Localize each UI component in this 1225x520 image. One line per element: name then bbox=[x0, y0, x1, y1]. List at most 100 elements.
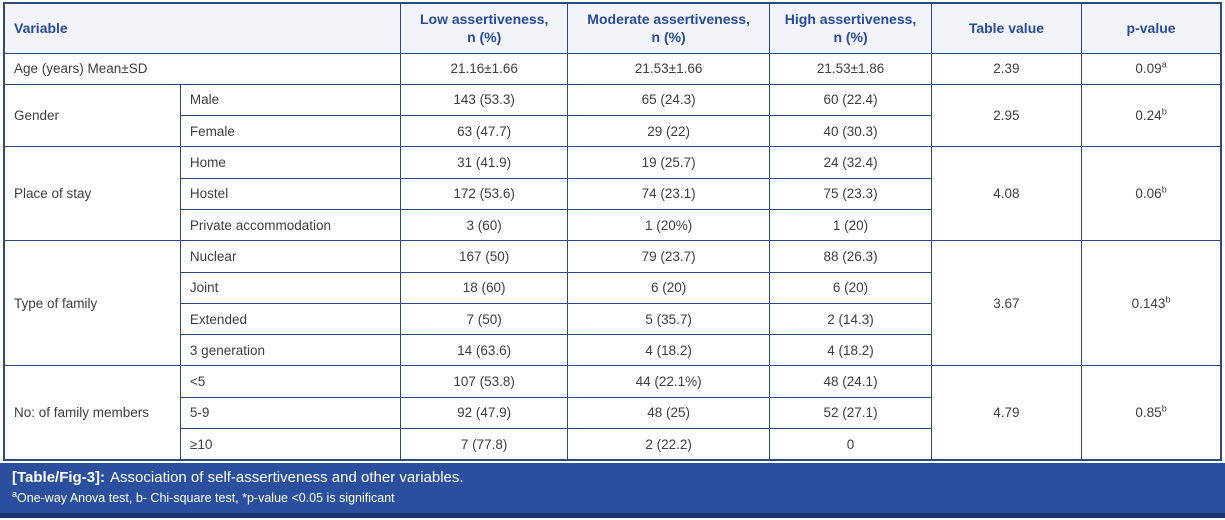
table-value-cell: 3.67 bbox=[930, 240, 1083, 367]
header-cell-moderate-assertiveness: Moderate assertiveness, n (%) bbox=[566, 2, 771, 54]
value-cell: 107 (53.8) bbox=[400, 365, 568, 398]
table-row: Joint 18 (60) 6 (20) 6 (20) bbox=[4, 271, 1221, 304]
value-cell: 7 (77.8) bbox=[400, 428, 568, 461]
value-cell: 18 (60) bbox=[400, 271, 568, 304]
value-cell: 21.53±1.66 bbox=[566, 52, 771, 85]
table-value-cell: 2.39 bbox=[930, 52, 1083, 85]
header-cell-high-assertiveness: High assertiveness, n (%) bbox=[769, 2, 932, 54]
value-cell: 0 bbox=[769, 428, 932, 461]
header-cell-low-assertiveness: Low assertiveness, n (%) bbox=[400, 2, 568, 54]
value-cell: 1 (20%) bbox=[566, 208, 771, 242]
table-row: Private accommodation 3 (60) 1 (20%) 1 (… bbox=[4, 208, 1221, 242]
subcategory-cell: Nuclear bbox=[179, 240, 402, 273]
value-cell: 21.53±1.86 bbox=[769, 52, 932, 85]
value-cell: 63 (47.7) bbox=[400, 115, 568, 148]
table-row: Extended 7 (50) 5 (35.7) 2 (14.3) bbox=[4, 302, 1221, 336]
caption-line: [Table/Fig-3]: Association of self-assert… bbox=[12, 469, 1213, 488]
table-value-cell: 4.79 bbox=[930, 365, 1083, 461]
group-label-family-members: No: of family members bbox=[3, 365, 181, 461]
p-value-superscript: a bbox=[1161, 59, 1167, 70]
value-cell: 172 (53.6) bbox=[400, 177, 568, 210]
subcategory-cell: ≥10 bbox=[179, 428, 402, 461]
header-cell-table-value: Table value bbox=[930, 2, 1083, 54]
value-cell: 14 (63.6) bbox=[400, 334, 568, 367]
p-value-cell: 0.24b bbox=[1081, 83, 1222, 148]
value-cell: 167 (50) bbox=[400, 240, 568, 273]
subcategory-cell: Joint bbox=[179, 271, 402, 304]
value-cell: 7 (50) bbox=[400, 302, 568, 336]
subcategory-cell: 5-9 bbox=[179, 396, 402, 430]
value-cell: 75 (23.3) bbox=[769, 177, 932, 210]
value-cell: 48 (25) bbox=[566, 396, 771, 430]
value-cell: 21.16±1.66 bbox=[400, 52, 568, 85]
p-value: 0.09 bbox=[1135, 61, 1162, 77]
header-cell-variable: Variable bbox=[3, 2, 402, 54]
table-fig-tag: [Table/Fig-3]: bbox=[12, 469, 106, 486]
value-cell: 5 (35.7) bbox=[566, 302, 771, 336]
table-row: ≥10 7 (77.8) 2 (22.2) 0 bbox=[4, 428, 1221, 461]
table-row: Type of family Nuclear 167 (50) 79 (23.7… bbox=[3, 240, 1222, 367]
table-header-row: Variable Low assertiveness, n (%) Modera… bbox=[3, 2, 1222, 54]
group-label-place-of-stay: Place of stay bbox=[3, 146, 181, 242]
value-cell: 29 (22) bbox=[566, 115, 771, 148]
value-cell: 65 (24.3) bbox=[566, 83, 771, 117]
table-row: Age (years) Mean±SD 21.16±1.66 21.53±1.6… bbox=[3, 52, 1222, 85]
p-value-superscript: b bbox=[1165, 294, 1171, 305]
value-cell: 19 (25.7) bbox=[566, 146, 771, 179]
header-cell-p-value: p-value bbox=[1081, 2, 1222, 54]
table-row: Gender Male 143 (53.3) 65 (24.3) 60 (22.… bbox=[3, 83, 1222, 148]
value-cell: 79 (23.7) bbox=[566, 240, 771, 273]
value-cell: 31 (41.9) bbox=[400, 146, 568, 179]
group-label-age: Age (years) Mean±SD bbox=[3, 52, 402, 85]
p-value-cell: 0.85b bbox=[1081, 365, 1222, 461]
value-cell: 92 (47.9) bbox=[400, 396, 568, 430]
footnote-superscript: a bbox=[12, 488, 18, 499]
caption-title: Association of self-assertiveness and ot… bbox=[110, 469, 464, 486]
p-value-superscript: b bbox=[1161, 403, 1167, 414]
table-row: No: of family members <5 107 (53.8) 44 (… bbox=[3, 365, 1222, 461]
value-cell: 60 (22.4) bbox=[769, 83, 932, 117]
table-row: 3 generation 14 (63.6) 4 (18.2) 4 (18.2) bbox=[4, 334, 1221, 367]
table-value-cell: 4.08 bbox=[930, 146, 1083, 242]
p-value: 0.06 bbox=[1135, 186, 1162, 202]
value-cell: 2 (14.3) bbox=[769, 302, 932, 336]
subcategory-cell: Male bbox=[179, 83, 402, 117]
subcategory-cell: <5 bbox=[179, 365, 402, 398]
table-row: 5-9 92 (47.9) 48 (25) 52 (27.1) bbox=[4, 396, 1221, 430]
table-caption-bar: [Table/Fig-3]: Association of self-assert… bbox=[0, 463, 1225, 518]
p-value-cell: 0.06b bbox=[1081, 146, 1222, 242]
subcategory-cell: Female bbox=[179, 115, 402, 148]
p-value: 0.24 bbox=[1135, 108, 1162, 124]
value-cell: 52 (27.1) bbox=[769, 396, 932, 430]
group-label-type-of-family: Type of family bbox=[3, 240, 181, 367]
p-value-superscript: b bbox=[1161, 106, 1167, 117]
value-cell: 24 (32.4) bbox=[769, 146, 932, 179]
value-cell: 143 (53.3) bbox=[400, 83, 568, 117]
value-cell: 4 (18.2) bbox=[566, 334, 771, 367]
p-value: 0.143 bbox=[1131, 295, 1166, 311]
footnote-line: aOne-way Anova test, b- Chi-square test,… bbox=[12, 488, 1213, 506]
assertiveness-table: Variable Low assertiveness, n (%) Modera… bbox=[3, 2, 1222, 461]
value-cell: 4 (18.2) bbox=[769, 334, 932, 367]
value-cell: 44 (22.1%) bbox=[566, 365, 771, 398]
table-row: Hostel 172 (53.6) 74 (23.1) 75 (23.3) bbox=[4, 177, 1221, 210]
value-cell: 88 (26.3) bbox=[769, 240, 932, 273]
subcategory-cell: Private accommodation bbox=[179, 208, 402, 242]
subcategory-cell: 3 generation bbox=[179, 334, 402, 367]
value-cell: 48 (24.1) bbox=[769, 365, 932, 398]
value-cell: 6 (20) bbox=[769, 271, 932, 304]
subcategory-cell: Hostel bbox=[179, 177, 402, 210]
group-label-gender: Gender bbox=[3, 83, 181, 148]
table-row: Place of stay Home 31 (41.9) 19 (25.7) 2… bbox=[3, 146, 1222, 242]
value-cell: 6 (20) bbox=[566, 271, 771, 304]
subcategory-cell: Extended bbox=[179, 302, 402, 336]
p-value-cell: 0.143b bbox=[1081, 240, 1222, 367]
table-value-cell: 2.95 bbox=[930, 83, 1083, 148]
value-cell: 74 (23.1) bbox=[566, 177, 771, 210]
footnote-text: One-way Anova test, b- Chi-square test, … bbox=[17, 490, 395, 505]
p-value-superscript: b bbox=[1161, 184, 1167, 195]
p-value: 0.85 bbox=[1135, 405, 1162, 421]
subcategory-cell: Home bbox=[179, 146, 402, 179]
table-row: Female 63 (47.7) 29 (22) 40 (30.3) bbox=[4, 115, 1221, 148]
